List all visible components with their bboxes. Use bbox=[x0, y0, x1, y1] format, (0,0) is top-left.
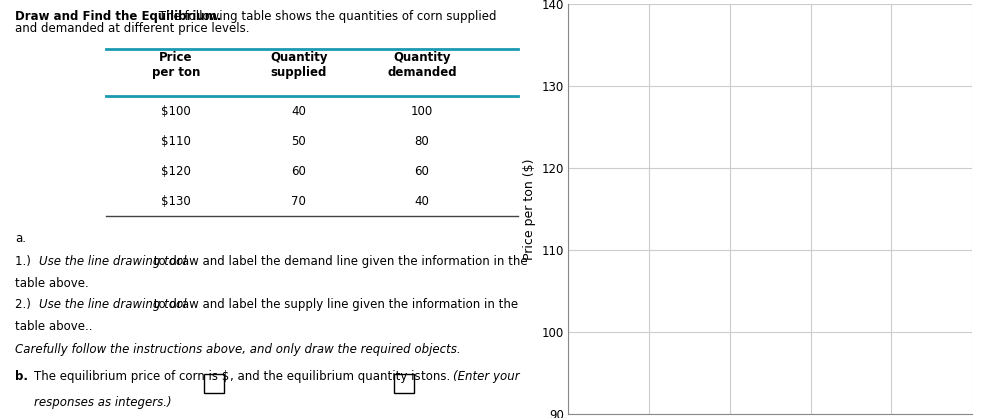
Text: 2.): 2.) bbox=[15, 298, 34, 311]
Text: 50: 50 bbox=[292, 135, 306, 148]
Text: The equilibrium price of corn is $: The equilibrium price of corn is $ bbox=[34, 370, 229, 383]
Y-axis label: Price per ton ($): Price per ton ($) bbox=[523, 158, 536, 260]
Text: 1.): 1.) bbox=[15, 255, 34, 268]
Text: 100: 100 bbox=[410, 105, 433, 118]
Text: table above.: table above. bbox=[15, 277, 89, 290]
Text: table above..: table above.. bbox=[15, 320, 92, 333]
Text: 40: 40 bbox=[292, 105, 306, 118]
Text: 40: 40 bbox=[414, 194, 429, 207]
Text: $130: $130 bbox=[161, 194, 191, 207]
Text: Draw and Find the Equilibrium.: Draw and Find the Equilibrium. bbox=[15, 10, 222, 23]
Text: b.: b. bbox=[15, 370, 28, 383]
Text: to draw and label the demand line given the information in the: to draw and label the demand line given … bbox=[150, 255, 527, 268]
Text: Price
per ton: Price per ton bbox=[151, 51, 200, 79]
Text: $100: $100 bbox=[161, 105, 191, 118]
Text: 60: 60 bbox=[414, 165, 429, 178]
Text: $110: $110 bbox=[161, 135, 191, 148]
Text: to draw and label the supply line given the information in the: to draw and label the supply line given … bbox=[150, 298, 518, 311]
Text: 70: 70 bbox=[292, 194, 306, 207]
Text: responses as integers.): responses as integers.) bbox=[34, 396, 172, 409]
Text: (Enter your: (Enter your bbox=[453, 370, 519, 383]
Text: 80: 80 bbox=[414, 135, 429, 148]
Text: Quantity
demanded: Quantity demanded bbox=[387, 51, 457, 79]
Text: Carefully follow the instructions above, and only draw the required objects.: Carefully follow the instructions above,… bbox=[15, 342, 461, 356]
Text: and demanded at different price levels.: and demanded at different price levels. bbox=[15, 22, 249, 35]
Bar bbox=[203, 374, 224, 393]
Text: Use the line drawing tool: Use the line drawing tool bbox=[39, 298, 187, 311]
Bar bbox=[394, 374, 414, 393]
Text: , and the equilibrium quantity is: , and the equilibrium quantity is bbox=[231, 370, 421, 383]
Text: The following table shows the quantities of corn supplied: The following table shows the quantities… bbox=[155, 10, 497, 23]
Text: a.: a. bbox=[15, 232, 27, 245]
Text: $120: $120 bbox=[161, 165, 191, 178]
Text: 60: 60 bbox=[292, 165, 306, 178]
Text: Quantity
supplied: Quantity supplied bbox=[270, 51, 328, 79]
Text: tons.: tons. bbox=[421, 370, 454, 383]
Text: Use the line drawing tool: Use the line drawing tool bbox=[39, 255, 187, 268]
